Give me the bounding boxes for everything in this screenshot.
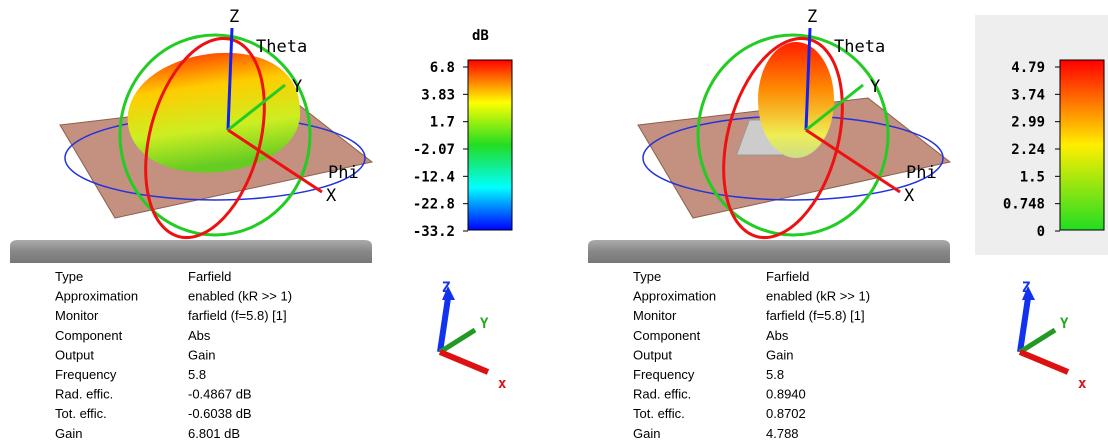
colorbar-label: -2.07: [413, 142, 455, 158]
info-key: Output: [633, 347, 672, 362]
colorbar-label: 1.7: [430, 115, 455, 131]
triad-label-z: Z: [442, 280, 450, 296]
info-header-bar: [588, 240, 950, 263]
info-value: Abs: [188, 328, 211, 343]
colorbar-unit: dB: [472, 28, 489, 44]
info-value: 0.8940: [766, 387, 806, 402]
axis-label-x: X: [904, 186, 915, 206]
info-value: Farfield: [766, 269, 809, 284]
colorbar-label: -22.8: [413, 197, 455, 213]
colorbar-label: 1.5: [1020, 169, 1045, 185]
axis-label-y: Y: [292, 77, 302, 97]
info-value: -0.6038 dB: [188, 406, 252, 421]
info-key: Component: [55, 328, 123, 343]
info-value: 0.8702: [766, 406, 806, 421]
triad-z: [440, 298, 448, 352]
axis-label-phi: Phi: [906, 163, 937, 183]
farfield-panel: Z Theta Y Phi XdB 6.8 3.83 1.7 -2.07 -12.4 -22.8 -3…: [10, 7, 512, 441]
info-value: 5.8: [766, 367, 784, 382]
colorbar-label: 0: [1037, 224, 1045, 240]
colorbar-label: 6.8: [430, 60, 455, 76]
colorbar-label: 3.74: [1011, 87, 1045, 103]
axis-label-phi: Phi: [328, 163, 359, 183]
triad-x: [440, 352, 488, 372]
info-key: Monitor: [633, 308, 677, 323]
info-key: Output: [55, 347, 94, 362]
info-value: farfield (f=5.8) [1]: [766, 308, 865, 323]
colorbar-label: -12.4: [413, 169, 455, 185]
screenshot: Z Theta Y Phi XdB 6.8 3.83 1.7 -2.07 -12.4 -22.8 -3…: [0, 0, 1108, 444]
info-value: 4.788: [766, 426, 799, 441]
info-value: 6.801 dB: [188, 426, 240, 441]
info-key: Frequency: [633, 367, 695, 382]
info-key: Rad. effic.: [633, 387, 691, 402]
triad-x: [1020, 352, 1068, 372]
axis-label-y: Y: [870, 77, 880, 97]
info-header-bar: [10, 240, 372, 263]
info-key: Rad. effic.: [55, 387, 113, 402]
info-key: Gain: [55, 426, 82, 441]
info-key: Component: [633, 328, 701, 343]
info-key: Gain: [633, 426, 660, 441]
colorbar-label: 4.79: [1011, 60, 1045, 76]
info-value: Gain: [766, 347, 793, 362]
triad-label-y: Y: [1060, 316, 1069, 332]
triad-label-x: x: [498, 376, 507, 392]
farfield-panel: Z Theta Y Phi X 4.79 3.74 2.99 2.24 1.5 0.748 0 Type…: [588, 7, 1108, 441]
info-value: farfield (f=5.8) [1]: [188, 308, 287, 323]
info-value: enabled (kR >> 1): [188, 289, 292, 304]
info-key: Approximation: [633, 289, 716, 304]
axis-label-theta: Theta: [256, 37, 307, 57]
info-key: Tot. effic.: [55, 406, 107, 421]
colorbar: [468, 60, 512, 230]
colorbar-label: 3.83: [421, 87, 455, 103]
triad-label-z: Z: [1022, 280, 1030, 296]
axis-label-theta: Theta: [834, 37, 885, 57]
triad-z: [1020, 298, 1028, 352]
axis-label-z: Z: [807, 7, 817, 27]
axis-label-x: X: [326, 186, 337, 206]
colorbar-label: 2.24: [1011, 142, 1045, 158]
colorbar-label: -33.2: [413, 224, 455, 240]
info-value: Farfield: [188, 269, 231, 284]
info-key: Type: [55, 269, 83, 284]
info-value: Gain: [188, 347, 215, 362]
info-key: Type: [633, 269, 661, 284]
info-key: Frequency: [55, 367, 117, 382]
axis-label-z: Z: [229, 7, 239, 27]
info-key: Approximation: [55, 289, 138, 304]
info-value: 5.8: [188, 367, 206, 382]
colorbar-label: 2.99: [1011, 115, 1045, 131]
info-value: enabled (kR >> 1): [766, 289, 870, 304]
colorbar: [1060, 60, 1104, 230]
info-value: Abs: [766, 328, 789, 343]
info-key: Tot. effic.: [633, 406, 685, 421]
colorbar-label: 0.748: [1003, 197, 1045, 213]
info-value: -0.4867 dB: [188, 387, 252, 402]
triad-label-x: x: [1078, 376, 1087, 392]
info-key: Monitor: [55, 308, 99, 323]
triad-label-y: Y: [480, 316, 489, 332]
